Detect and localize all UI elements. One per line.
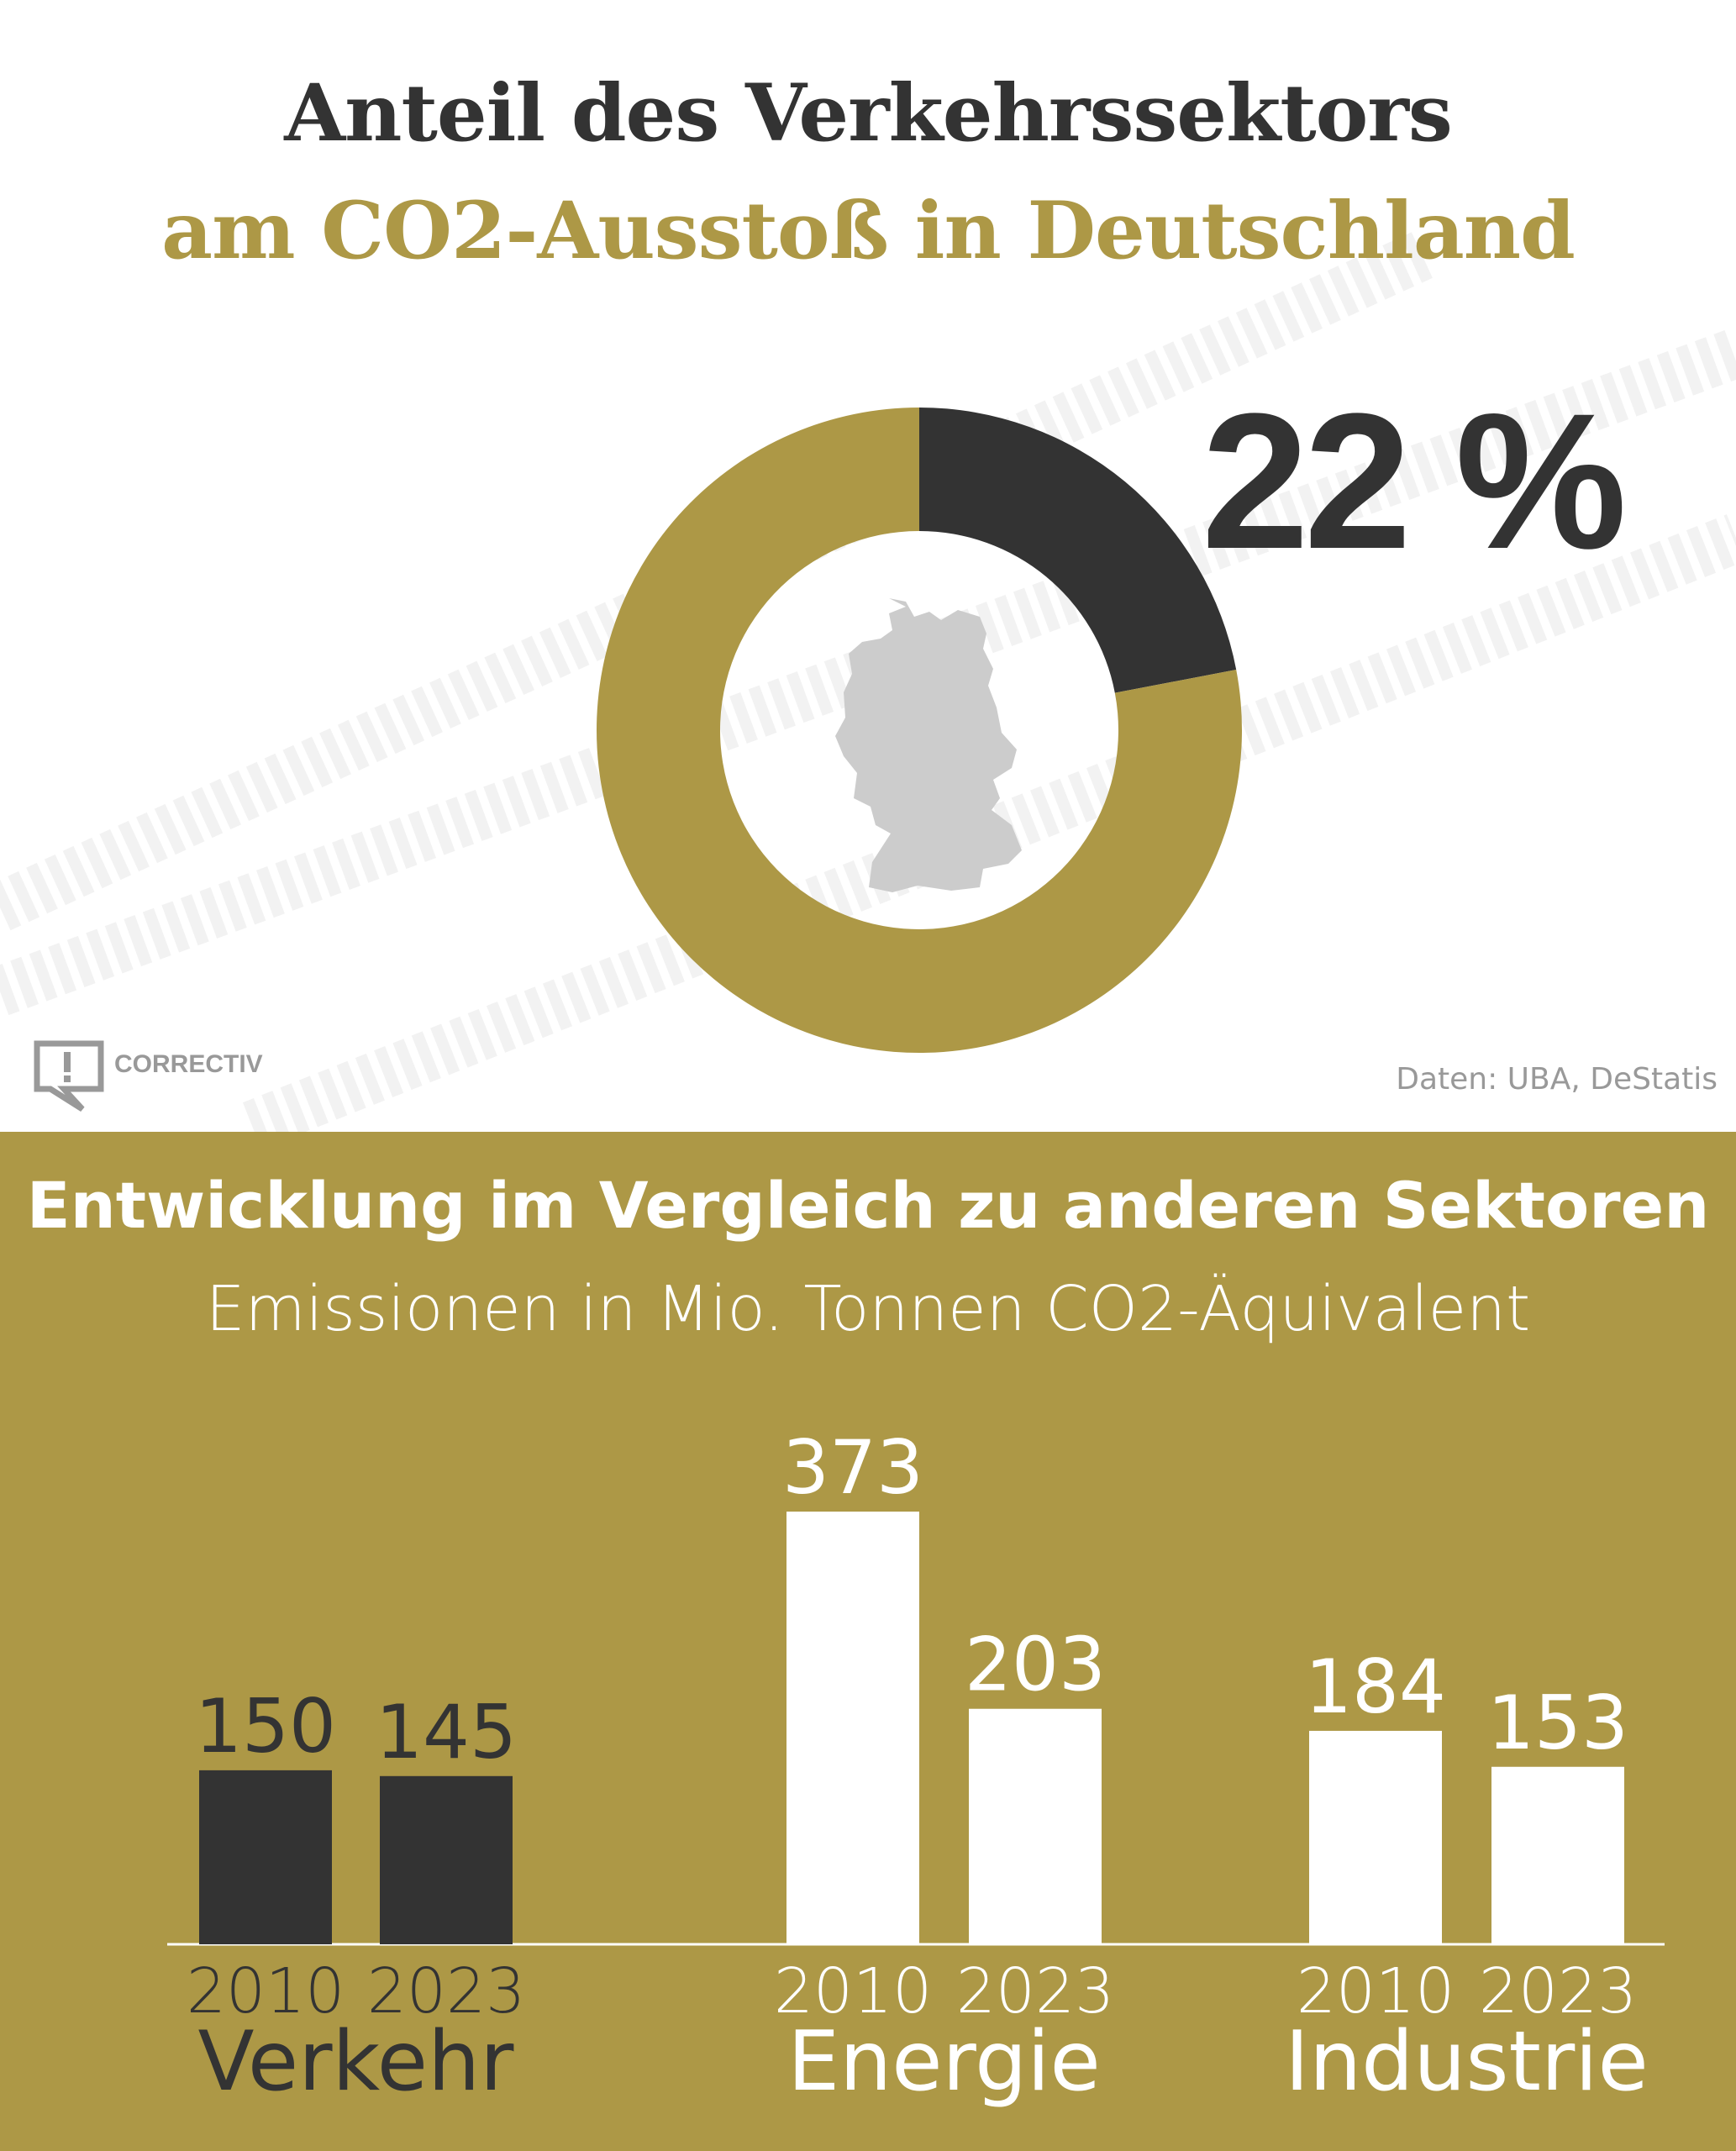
- donut-slice-andere-sektoren: [597, 408, 1242, 1054]
- bar-industrie-2010: [1309, 1730, 1442, 1944]
- bar-energie-2010: [786, 1512, 919, 1944]
- bar-verkehr-2010: [199, 1770, 332, 1944]
- title-line-2: am CO2-Ausstoß in Deutschland: [161, 185, 1576, 277]
- bar-industrie-2023: [1491, 1766, 1624, 1944]
- data-label: 145: [376, 1689, 517, 1775]
- data-label: 203: [965, 1622, 1106, 1708]
- year-tick-label: 2023: [1479, 1955, 1637, 2027]
- bar-energie-2023: [969, 1708, 1102, 1944]
- donut-chart: [0, 229, 1736, 1132]
- data-label: 150: [195, 1683, 336, 1770]
- donut-slice-verkehr: [919, 408, 1237, 693]
- year-tick-label: 2023: [956, 1955, 1114, 2027]
- share-percentage: 22 %: [1202, 373, 1627, 589]
- data-label: 184: [1305, 1643, 1446, 1730]
- bar-verkehr-2023: [380, 1775, 513, 1944]
- year-tick-label: 2023: [367, 1955, 525, 2027]
- logo-text: CORRECTIV: [114, 1050, 263, 1078]
- source-note: Daten: UBA, DeStatis: [1396, 1062, 1718, 1097]
- title-line-1: Anteil des Verkehrssektors: [284, 67, 1453, 160]
- correctiv-logo: CORRECTIV: [34, 1040, 263, 1112]
- tire-track: [0, 329, 1736, 1016]
- chart-title: Entwicklung im Vergleich zu anderen Sekt…: [26, 1168, 1710, 1243]
- year-tick-label: 2010: [187, 1955, 345, 2027]
- data-label: 373: [782, 1424, 923, 1511]
- germany-map-icon: [835, 598, 1022, 892]
- year-tick-label: 2010: [774, 1955, 932, 2027]
- category-label: Energie: [787, 2014, 1101, 2110]
- data-label: 153: [1487, 1680, 1628, 1766]
- speech-bubble-exclamation-icon: [34, 1040, 104, 1112]
- chart-subtitle: Emissionen in Mio. Tonnen CO2-Äquivalent: [205, 1273, 1531, 1345]
- category-label: Industrie: [1285, 2014, 1649, 2110]
- category-label: Verkehr: [198, 2014, 515, 2110]
- year-tick-label: 2010: [1297, 1955, 1455, 2027]
